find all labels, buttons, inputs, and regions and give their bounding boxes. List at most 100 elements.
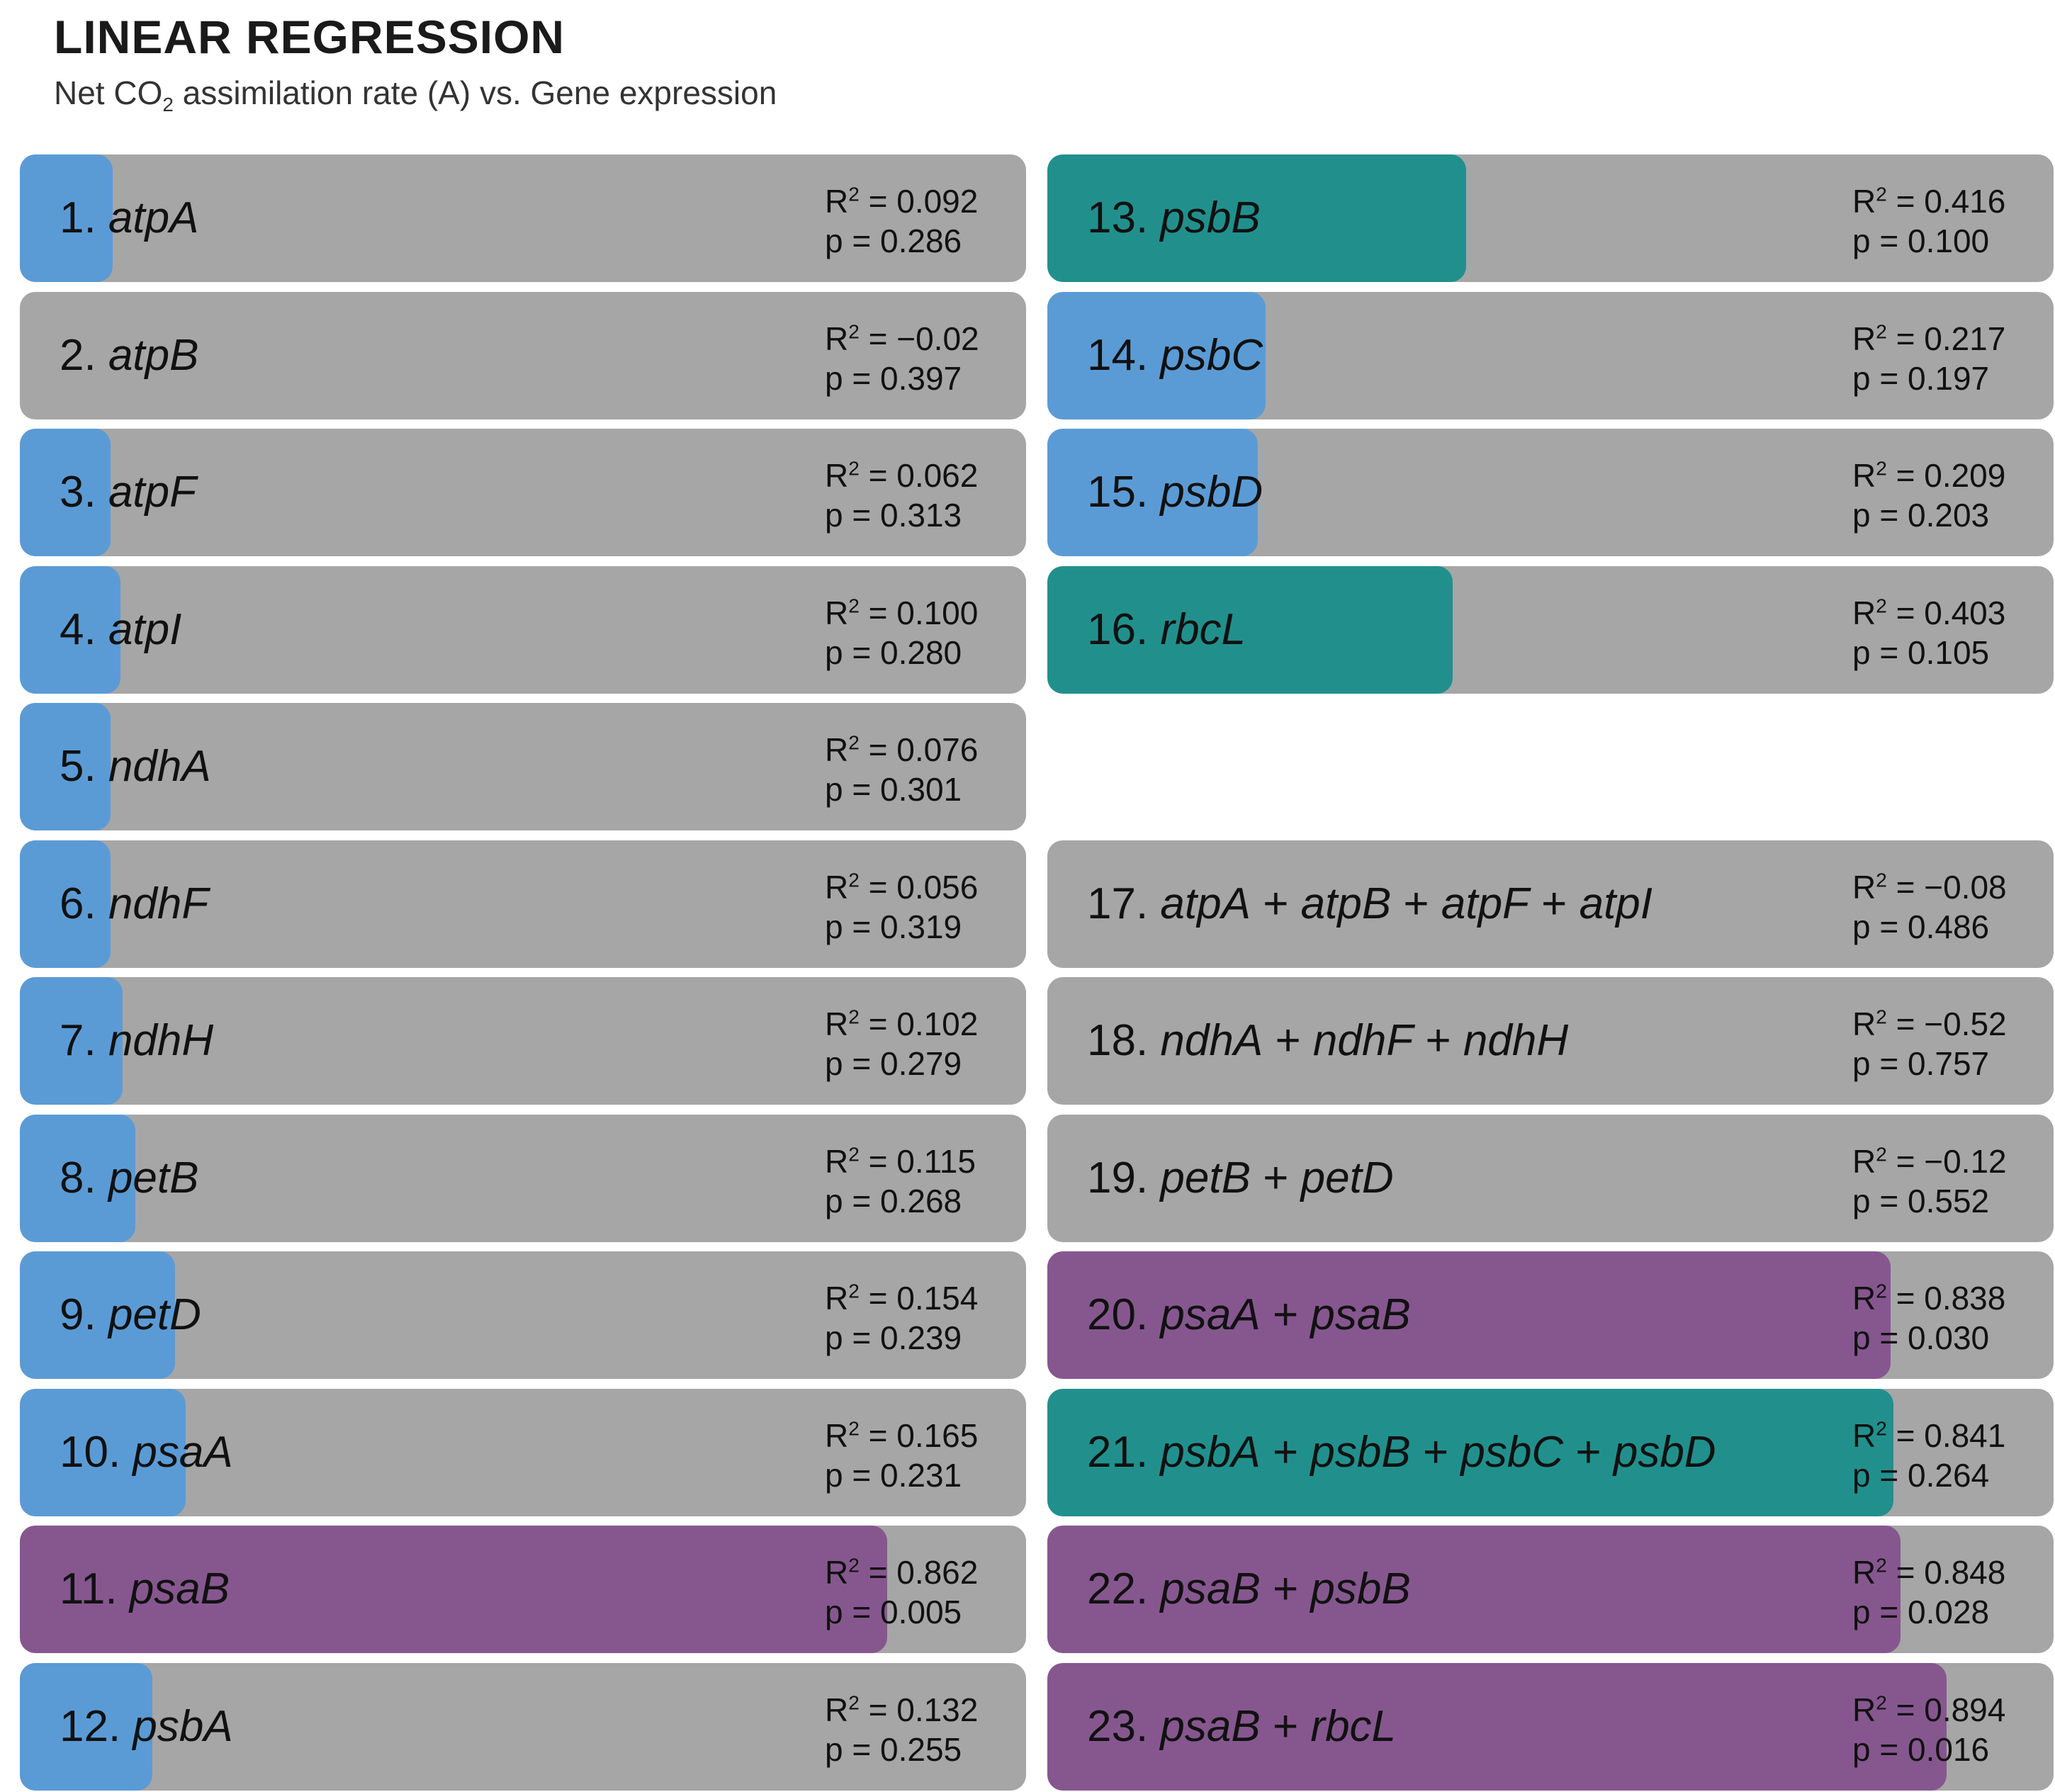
bar-label-21: 21. psbA + psbB + psbC + psbD — [1087, 1389, 1716, 1516]
bar-number: 11. — [60, 1565, 130, 1613]
bar-number: 14. — [1087, 330, 1161, 380]
bar-11: 11. psaB R2 = 0.862 p = 0.005 — [20, 1526, 1026, 1653]
bar-fill-16 — [1047, 565, 1453, 694]
bar-10: 10. psaA R2 = 0.165 p = 0.231 — [20, 1388, 1026, 1516]
gene-name: psaB — [1160, 1701, 1261, 1751]
bar-label-23: 23. psaB + rbcL — [1087, 1663, 1396, 1791]
bar-20: 20. psaA + psaB R2 = 0.838 p = 0.030 — [1047, 1251, 2054, 1379]
r2-value: R2 = 0.848 — [1852, 1554, 2006, 1591]
bar-fill-20 — [1047, 1251, 1891, 1379]
subtitle-post: assimilation rate (A) vs. Gene expressio… — [173, 74, 777, 111]
bar-stats-19: R2 = −0.12 p = 0.552 — [1852, 1142, 2022, 1221]
p-value: p = 0.030 — [1852, 1319, 1990, 1356]
gene-name: psbA — [133, 1701, 233, 1751]
plus-sign: + — [1260, 1565, 1311, 1613]
bar-label-22: 22. psaB + psbB — [1087, 1526, 1411, 1653]
r2-value: R2 = 0.102 — [825, 1005, 979, 1042]
bar-stats-10: R2 = 0.165 p = 0.231 — [825, 1416, 995, 1495]
bar-number: 10. — [60, 1427, 133, 1477]
gene-name: psbD — [1613, 1427, 1716, 1477]
gene-name: psbB — [1310, 1427, 1411, 1477]
gene-name: ndhF — [1312, 1016, 1414, 1065]
bar-label-17: 17. atpA + atpB + atpF + atpI — [1087, 840, 1653, 968]
bar-stats-6: R2 = 0.056 p = 0.319 — [825, 867, 995, 947]
bar-4: 4. atpI R2 = 0.100 p = 0.280 — [20, 565, 1026, 694]
r2-value: R2 = −0.08 — [1852, 868, 2007, 906]
bar-number: 1. — [60, 193, 108, 242]
gene-name: ndhH — [108, 1016, 214, 1065]
bar-label-12: 12. psbA — [60, 1663, 233, 1791]
bar-number: 19. — [1087, 1153, 1161, 1202]
bar-15: 15. psbD R2 = 0.209 p = 0.203 — [1047, 429, 2054, 556]
gene-name: psbC — [1460, 1427, 1564, 1477]
plus-sign: + — [1563, 1427, 1614, 1477]
bar-number: 18. — [1087, 1016, 1161, 1065]
gene-name: ndhF — [108, 879, 209, 928]
r2-value: R2 = 0.132 — [825, 1691, 979, 1728]
bar-label-15: 15. psbD — [1087, 429, 1263, 556]
gene-name: psbB — [1310, 1565, 1411, 1613]
bar-13: 13. psbB R2 = 0.416 p = 0.100 — [1047, 154, 2054, 282]
plus-sign: + — [1250, 879, 1301, 928]
bar-fill-8 — [20, 1114, 135, 1242]
p-value: p = 0.286 — [825, 222, 962, 259]
bar-12: 12. psbA R2 = 0.132 p = 0.255 — [20, 1662, 1026, 1791]
r2-value: R2 = 0.403 — [1852, 594, 2006, 631]
bar-stats-18: R2 = −0.52 p = 0.757 — [1852, 1004, 2022, 1083]
r2-value: R2 = 0.100 — [825, 594, 979, 631]
bar-21: 21. psbA + psbB + psbC + psbD R2 = 0.841 p… — [1047, 1388, 2054, 1516]
bar-17: 17. atpA + atpB + atpF + atpI R2 = −0.08 p… — [1047, 840, 2054, 968]
bar-14: 14. psbC R2 = 0.217 p = 0.197 — [1047, 291, 2054, 419]
p-value: p = 0.231 — [825, 1456, 962, 1494]
gene-name: psaB — [1160, 1565, 1261, 1613]
bar-number: 2. — [60, 330, 108, 380]
bar-fill-10 — [20, 1388, 186, 1516]
r2-value: R2 = 0.076 — [825, 731, 979, 768]
bar-stats-4: R2 = 0.100 p = 0.280 — [825, 593, 995, 672]
bar-16: 16. rbcL R2 = 0.403 p = 0.105 — [1047, 565, 2054, 694]
bar-number: 6. — [60, 879, 108, 928]
p-value: p = 0.319 — [825, 908, 962, 945]
bar-fill-15 — [1047, 429, 1258, 556]
gene-name: atpI — [108, 604, 182, 654]
p-value: p = 0.100 — [1852, 222, 1990, 259]
bar-number: 23. — [1087, 1701, 1161, 1751]
bar-stats-22: R2 = 0.848 p = 0.028 — [1852, 1552, 2022, 1632]
bar-label-1: 1. atpA — [60, 154, 198, 282]
bar-label-7: 7. ndhH — [60, 977, 213, 1105]
bar-stats-5: R2 = 0.076 p = 0.301 — [825, 730, 995, 809]
gene-name: atpB — [1300, 879, 1392, 928]
bar-number: 7. — [60, 1016, 108, 1065]
bar-number: 16. — [1087, 604, 1161, 654]
bar-number: 4. — [60, 604, 108, 654]
p-value: p = 0.279 — [825, 1045, 962, 1082]
bar-fill-9 — [20, 1251, 175, 1379]
bar-label-14: 14. psbC — [1087, 292, 1263, 419]
bar-number: 21. — [1087, 1427, 1161, 1477]
bar-number: 13. — [1087, 193, 1161, 242]
r2-value: R2 = 0.841 — [1852, 1416, 2006, 1454]
p-value: p = 0.005 — [825, 1594, 962, 1630]
r2-value: R2 = 0.115 — [825, 1142, 976, 1180]
bar-label-20: 20. psaA + psaB — [1087, 1251, 1411, 1379]
bar-stats-3: R2 = 0.062 p = 0.313 — [825, 456, 995, 535]
plus-sign: + — [1260, 1427, 1311, 1477]
bar-19: 19. petB + petD R2 = −0.12 p = 0.552 — [1047, 1114, 2054, 1242]
gene-name: psbC — [1160, 330, 1263, 380]
bar-fill-11 — [20, 1526, 887, 1653]
bar-1: 1. atpA R2 = 0.092 p = 0.286 — [20, 154, 1026, 282]
bar-stats-7: R2 = 0.102 p = 0.279 — [825, 1004, 995, 1083]
bar-number: 22. — [1087, 1565, 1161, 1613]
plus-sign: + — [1260, 1701, 1311, 1751]
r2-value: R2 = 0.838 — [1852, 1280, 2006, 1317]
bar-number: 15. — [1087, 468, 1161, 517]
bar-9: 9. petD R2 = 0.154 p = 0.239 — [20, 1251, 1026, 1379]
bar-label-18: 18. ndhA + ndhF + ndhH — [1087, 977, 1568, 1105]
bar-22: 22. psaB + psbB R2 = 0.848 p = 0.028 — [1047, 1526, 2054, 1653]
gene-name: psbB — [1160, 193, 1261, 242]
bar-fill-4 — [20, 565, 120, 694]
r2-value: R2 = 0.416 — [1852, 183, 2006, 220]
bar-fill-22 — [1047, 1526, 1901, 1653]
plus-sign: + — [1528, 879, 1580, 928]
r2-value: R2 = −0.02 — [825, 320, 979, 357]
